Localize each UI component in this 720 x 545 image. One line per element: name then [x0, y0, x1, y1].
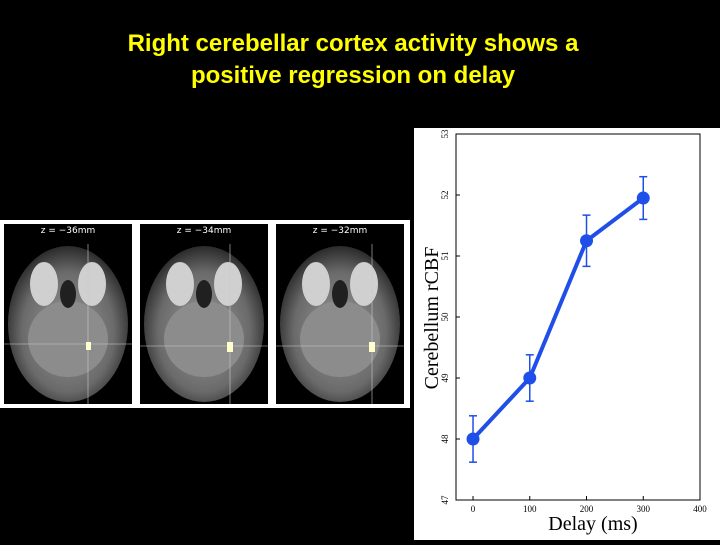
plot-frame — [455, 133, 701, 501]
brain-image — [4, 244, 132, 404]
brain-image — [276, 244, 404, 404]
data-point — [466, 432, 480, 446]
y-tick-label: 48 — [440, 434, 450, 444]
x-tick-label: 200 — [580, 504, 594, 514]
y-tick-label: 49 — [440, 373, 450, 383]
title-line-2: positive regression on delay — [190, 62, 516, 89]
x-tick-label: 400 — [693, 504, 707, 514]
brain-image — [140, 244, 268, 404]
chart-panel: 0 100 200 300 400 47 48 49 50 51 52 53 Cerebellum r… — [414, 128, 720, 540]
slice-label: z = −34mm — [176, 226, 232, 236]
y-tick-label: 52 — [440, 191, 450, 200]
data-point — [636, 191, 650, 205]
y-axis-label: Cerebellum rCBF — [421, 247, 443, 390]
brain-slice-3: z = −32mm — [276, 224, 404, 404]
x-axis-label: Delay (ms) — [548, 513, 637, 535]
data-point — [523, 371, 537, 385]
y-tick-label: 50 — [440, 312, 450, 322]
chart-marks — [466, 175, 650, 463]
x-tick-label: 100 — [523, 504, 537, 514]
y-tick-label: 51 — [440, 252, 450, 261]
brain-slice-2: z = −34mm — [140, 224, 268, 404]
slice-label: z = −36mm — [40, 226, 96, 236]
y-tick-label: 47 — [440, 495, 450, 505]
y-tick-label: 53 — [440, 129, 450, 139]
title-line-1: Right cerebellar cortex activity shows a — [127, 30, 579, 57]
chart-axes: 0 100 200 300 400 47 48 49 50 51 52 53 — [440, 129, 707, 514]
x-tick-label: 0 — [471, 504, 476, 514]
rcbf-line-chart: 0 100 200 300 400 47 48 49 50 51 52 53 Cerebellum r… — [421, 129, 707, 535]
slice-label: z = −32mm — [312, 226, 368, 236]
series-line — [471, 196, 645, 441]
data-point — [580, 234, 594, 248]
x-tick-label: 300 — [637, 504, 651, 514]
slide-title: Right cerebellar cortex activity shows a… — [0, 28, 706, 92]
brain-slice-1: z = −36mm — [4, 224, 132, 404]
brain-slices-strip: z = −36mm z = −34mm — [0, 220, 410, 408]
